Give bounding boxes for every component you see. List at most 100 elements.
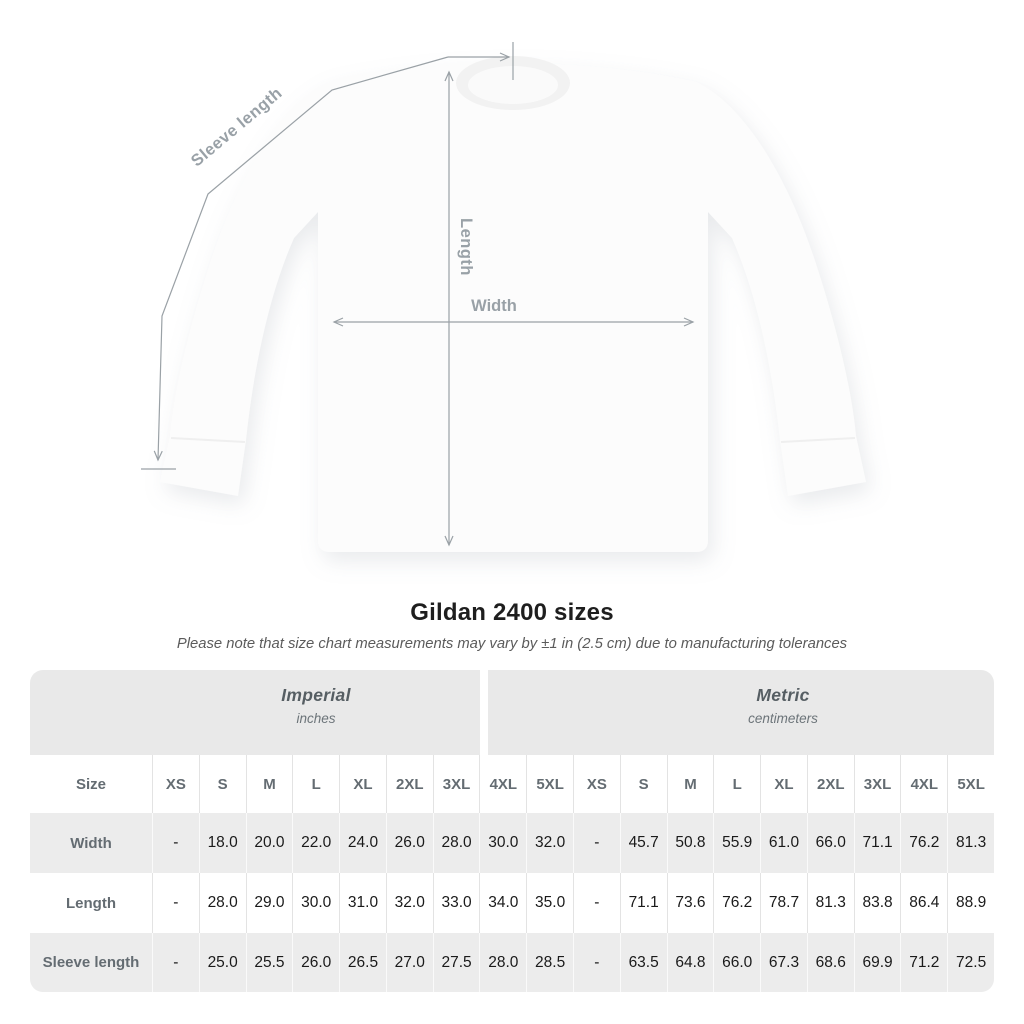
size-column-header: XL xyxy=(760,755,807,813)
measurement-annotations xyxy=(141,42,695,547)
unit-header-band: Imperial inches Metric centimeters xyxy=(30,670,994,755)
size-column-header: M xyxy=(245,755,293,813)
table-cell: - xyxy=(152,873,199,933)
table-cell: - xyxy=(573,813,620,873)
table-cell: 71.2 xyxy=(900,933,947,992)
imperial-header: Imperial inches xyxy=(281,685,351,726)
table-cell: 26.0 xyxy=(385,813,433,873)
size-corner-header: Size xyxy=(75,775,106,793)
table-cell: 63.5 xyxy=(619,933,667,992)
table-row-sleeve-length: Sleeve length - 25.0 25.5 26.0 26.5 27.0… xyxy=(30,933,994,992)
size-column-header: 2XL xyxy=(385,755,433,813)
table-cell: 50.8 xyxy=(666,813,714,873)
table-row-width: Width - 18.0 20.0 22.0 24.0 26.0 28.0 30… xyxy=(30,813,994,873)
collar-inner xyxy=(468,66,558,104)
table-cell: 69.9 xyxy=(853,933,901,992)
size-column-header: 4XL xyxy=(479,755,526,813)
table-row-length: Length - 28.0 29.0 30.0 31.0 32.0 33.0 3… xyxy=(30,873,994,933)
table-cell: 26.0 xyxy=(292,933,339,992)
width-label: Width xyxy=(471,297,517,315)
table-cell: 27.0 xyxy=(385,933,433,992)
size-table: Imperial inches Metric centimeters Size … xyxy=(30,670,994,992)
table-cell: 30.0 xyxy=(292,873,339,933)
size-column-header: M xyxy=(666,755,714,813)
table-cell: 76.2 xyxy=(713,873,760,933)
metric-label: Metric xyxy=(756,685,810,705)
table-cell: 35.0 xyxy=(526,873,573,933)
table-cell: 28.5 xyxy=(526,933,573,992)
size-header-row: Size XS S M L XL 2XL 3XL 4XL 5XL XS S M … xyxy=(30,755,994,813)
size-column-header: L xyxy=(292,755,339,813)
table-cell: 67.3 xyxy=(760,933,807,992)
table-cell: 71.1 xyxy=(853,813,901,873)
table-cell: 20.0 xyxy=(245,813,293,873)
table-cell: 22.0 xyxy=(292,813,339,873)
metric-sublabel: centimeters xyxy=(748,711,818,726)
left-cuff-seam xyxy=(170,437,246,443)
row-label: Sleeve length xyxy=(42,954,140,971)
table-cell: 24.0 xyxy=(339,813,386,873)
table-cell: 88.9 xyxy=(947,873,994,933)
table-cell: - xyxy=(573,873,620,933)
size-column-header: 2XL xyxy=(806,755,854,813)
table-cell: 45.7 xyxy=(619,813,667,873)
table-cell: 64.8 xyxy=(666,933,714,992)
page-title: Gildan 2400 sizes xyxy=(410,599,614,626)
right-cuff-seam xyxy=(780,437,856,443)
table-cell: 66.0 xyxy=(713,933,760,992)
table-cell: 34.0 xyxy=(479,873,526,933)
table-cell: 76.2 xyxy=(900,813,947,873)
shirt-illustration xyxy=(160,56,866,552)
row-label: Width xyxy=(70,834,112,852)
table-cell: 71.1 xyxy=(619,873,667,933)
shirt-diagram: Sleeve length Length Width xyxy=(141,42,866,552)
table-cell: 18.0 xyxy=(198,813,246,873)
size-column-header: 5XL xyxy=(526,755,573,813)
table-cell: 28.0 xyxy=(198,873,246,933)
imperial-band xyxy=(30,670,480,755)
table-cell: 27.5 xyxy=(432,933,480,992)
table-cell: 81.3 xyxy=(947,813,994,873)
imperial-sublabel: inches xyxy=(296,711,336,726)
size-column-header: XS xyxy=(152,755,199,813)
table-cell: 73.6 xyxy=(666,873,714,933)
size-column-header: S xyxy=(198,755,246,813)
table-cell: 26.5 xyxy=(339,933,386,992)
shirt-silhouette xyxy=(160,63,866,552)
table-cell: 29.0 xyxy=(245,873,293,933)
row-label: Length xyxy=(66,894,116,912)
table-cell: 66.0 xyxy=(806,813,854,873)
size-column-header: S xyxy=(619,755,667,813)
table-cell: 32.0 xyxy=(385,873,433,933)
metric-header: Metric centimeters xyxy=(748,685,818,726)
table-cell: 61.0 xyxy=(760,813,807,873)
table-cell: 30.0 xyxy=(479,813,526,873)
table-cell: 72.5 xyxy=(947,933,994,992)
table-cell: - xyxy=(152,933,199,992)
size-column-header: XS xyxy=(573,755,620,813)
table-cell: 28.0 xyxy=(432,813,480,873)
size-column-header: L xyxy=(713,755,760,813)
table-cell: 78.7 xyxy=(760,873,807,933)
size-column-header: 4XL xyxy=(900,755,947,813)
sleeve-length-diagonal-line xyxy=(153,56,449,462)
size-column-header: 3XL xyxy=(432,755,480,813)
size-column-header: 3XL xyxy=(853,755,901,813)
table-cell: - xyxy=(573,933,620,992)
table-cell: 28.0 xyxy=(479,933,526,992)
page-subtitle: Please note that size chart measurements… xyxy=(176,636,848,652)
table-cell: 68.6 xyxy=(806,933,854,992)
table-cell: 25.0 xyxy=(198,933,246,992)
size-column-header: 5XL xyxy=(947,755,994,813)
table-cell: 83.8 xyxy=(853,873,901,933)
table-cell: 32.0 xyxy=(526,813,573,873)
table-cell: - xyxy=(152,813,199,873)
table-cell: 86.4 xyxy=(900,873,947,933)
table-cell: 25.5 xyxy=(245,933,293,992)
length-label: Length xyxy=(457,218,475,276)
table-cell: 33.0 xyxy=(432,873,480,933)
imperial-label: Imperial xyxy=(281,685,351,705)
table-cell: 55.9 xyxy=(713,813,760,873)
metric-band xyxy=(488,670,994,755)
